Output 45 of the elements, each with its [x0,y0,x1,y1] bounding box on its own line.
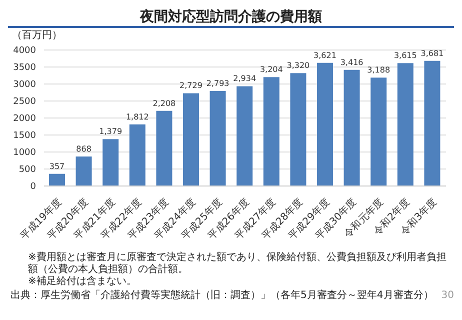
data-label: 357 [49,162,65,171]
data-label: 3,188 [367,66,390,75]
data-label: 3,621 [314,50,336,60]
text: ※費用額とは審査月に原審査で決定された額であり、保険給付額、公費負担額及び利用者負担額（公費の本人負担額）の合計額。 [28,252,448,276]
data-label: 3,615 [394,51,417,60]
y-tick-label: 2000 [13,114,36,124]
data-label: 3,681 [420,48,444,58]
data-label: 2,793 [206,79,230,88]
bar [183,93,199,186]
y-tick-label: 1000 [13,148,36,158]
y-tick-label: 1500 [13,131,36,142]
bar [370,78,387,186]
bar [156,110,172,186]
text: 30 [441,290,454,302]
bar [76,156,92,186]
y-tick-label: 4000 [13,46,36,56]
bar [424,60,440,186]
y-axis-title: （百万円） [12,30,63,42]
data-label: 2,934 [233,74,256,84]
bar [344,70,360,186]
y-tick-label: 0 [30,182,36,192]
y-tick-label: 500 [18,165,36,176]
bar [129,124,146,186]
data-label: 2,208 [152,98,176,108]
data-label: 3,320 [286,61,310,70]
data-label: 1,379 [99,127,122,136]
y-tick-label: 3500 [13,63,36,74]
source-note: 出典：厚生労働省「介護給付費等実態統計（旧：調査）」（各年5月審査分～翌年4月審査分） [10,290,434,302]
y-tick-label: 3000 [13,80,36,90]
bar [49,174,65,186]
bar [236,86,253,186]
chart-title: 夜間対応型訪問介護の費用額 [138,8,323,26]
bar [397,63,414,186]
y-tick-label: 2500 [13,97,36,108]
data-label: 2,729 [180,81,202,90]
text: ※補足給付は含まない。 [28,276,138,288]
bar [102,139,119,186]
bar [210,91,226,186]
data-label: 868 [76,144,92,154]
bar [263,77,280,186]
bar [290,73,306,186]
data-label: 3,204 [260,65,283,74]
data-label: 3,416 [340,58,364,67]
data-label: 1,812 [126,112,149,122]
bar [317,62,333,186]
